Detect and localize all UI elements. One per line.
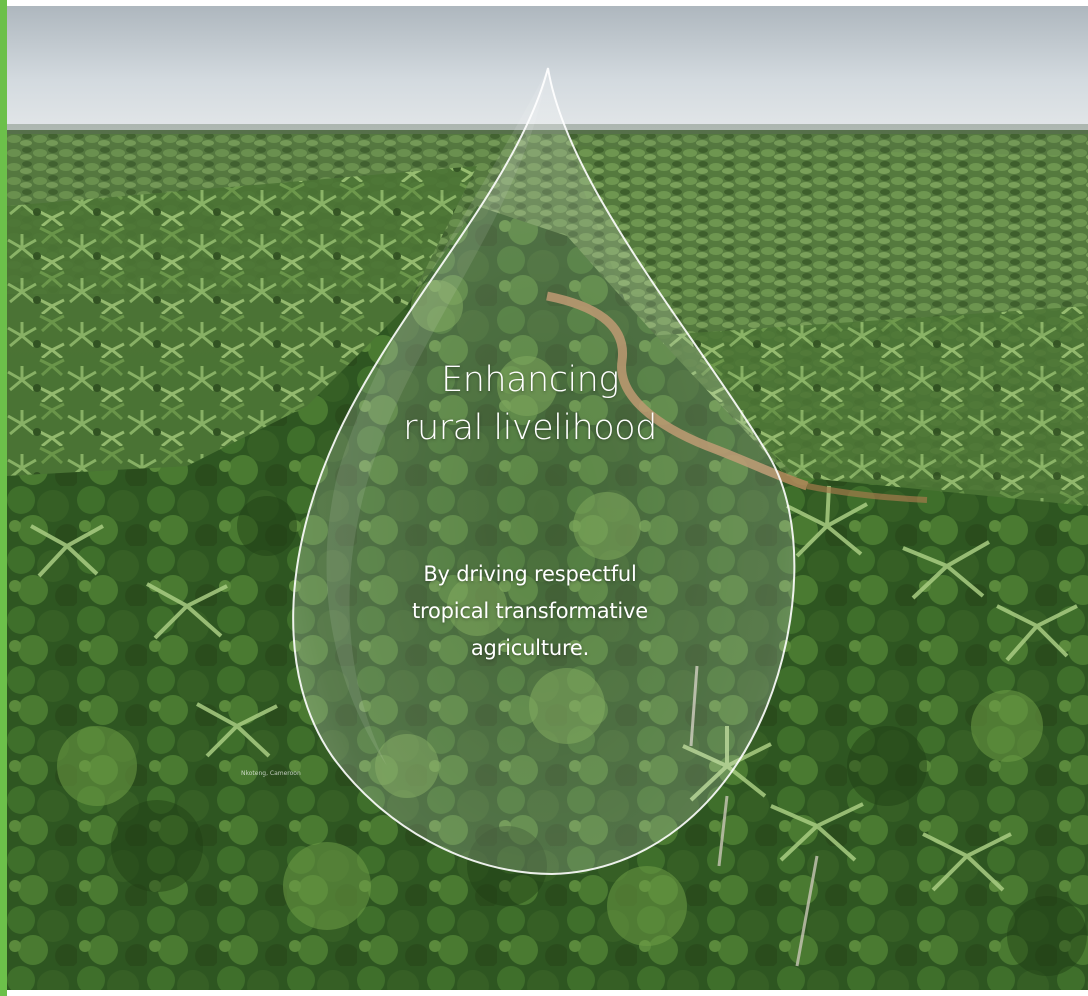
- subheadline: By driving respectful tropical transform…: [300, 556, 760, 667]
- headline: Enhancing rural livelihood: [300, 356, 760, 452]
- accent-bar: [0, 0, 7, 996]
- aerial-photo: [7, 6, 1088, 990]
- subheadline-line-2: tropical transformative: [412, 599, 648, 623]
- subheadline-line-3: agriculture.: [470, 636, 590, 660]
- headline-line-2: rural livelihood: [403, 408, 657, 448]
- photo-credit: Nkoteng, Cameroon: [241, 770, 301, 777]
- subheadline-line-1: By driving respectful: [423, 562, 637, 586]
- headline-line-1: Enhancing: [441, 360, 619, 400]
- water-drop-icon: [292, 67, 796, 876]
